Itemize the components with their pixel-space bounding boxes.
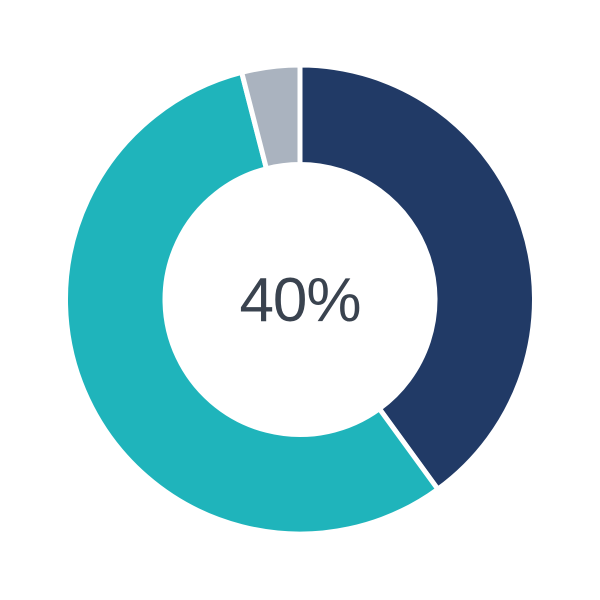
donut-segment-1 bbox=[297, 62, 537, 493]
donut-segment-3 bbox=[238, 62, 303, 172]
donut-segment-2 bbox=[63, 69, 442, 537]
